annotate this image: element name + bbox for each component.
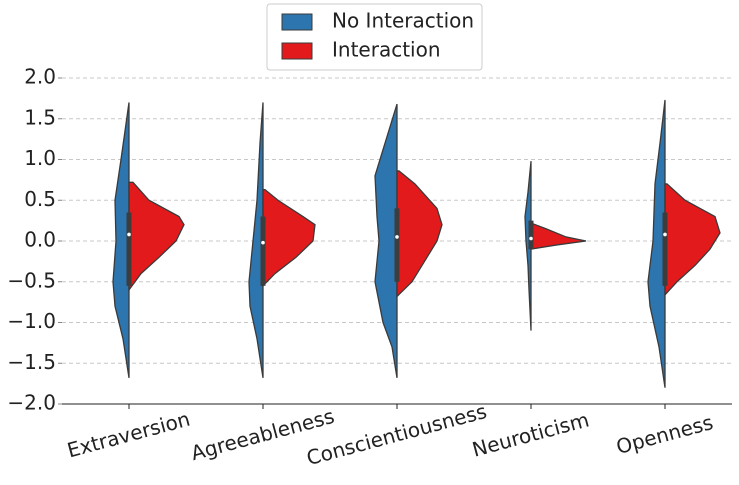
y-tick-label: 1.5	[24, 105, 56, 129]
box	[662, 212, 668, 286]
violin-half	[664, 183, 721, 297]
violin-half	[374, 103, 398, 379]
legend-label: No Interaction	[332, 9, 474, 33]
x-tick-label: Openness	[614, 410, 716, 459]
violin-half	[112, 102, 130, 379]
legend-frame	[266, 3, 483, 71]
y-tick-label: −1.0	[7, 309, 56, 333]
median	[529, 236, 533, 241]
y-tick-label: 0.5	[24, 187, 56, 211]
y-tick-label: 2.0	[24, 65, 56, 89]
y-tick-label: 0.0	[24, 228, 56, 252]
box	[260, 216, 266, 286]
median	[127, 232, 131, 237]
y-tick-label: 1.0	[24, 146, 56, 170]
x-tick-label: Extraversion	[65, 407, 193, 463]
violin-half	[262, 189, 316, 288]
box	[126, 212, 132, 286]
legend-swatch	[281, 13, 313, 31]
violin-half	[524, 161, 532, 331]
violin-half	[128, 181, 185, 292]
y-tick-label: −0.5	[7, 268, 56, 292]
median	[395, 235, 399, 239]
median	[663, 232, 667, 237]
box	[528, 220, 534, 250]
violin-half	[530, 222, 587, 250]
violin-half	[248, 102, 264, 379]
box	[394, 208, 400, 282]
violin-half	[396, 170, 443, 298]
y-tick-label: −2.0	[7, 391, 56, 415]
violin-half	[647, 99, 666, 388]
legend-label: Interaction	[332, 38, 441, 62]
x-tick-label: Neuroticism	[470, 407, 592, 461]
y-tick-label: −1.5	[7, 350, 56, 374]
legend-swatch	[281, 42, 313, 60]
median	[261, 240, 265, 245]
